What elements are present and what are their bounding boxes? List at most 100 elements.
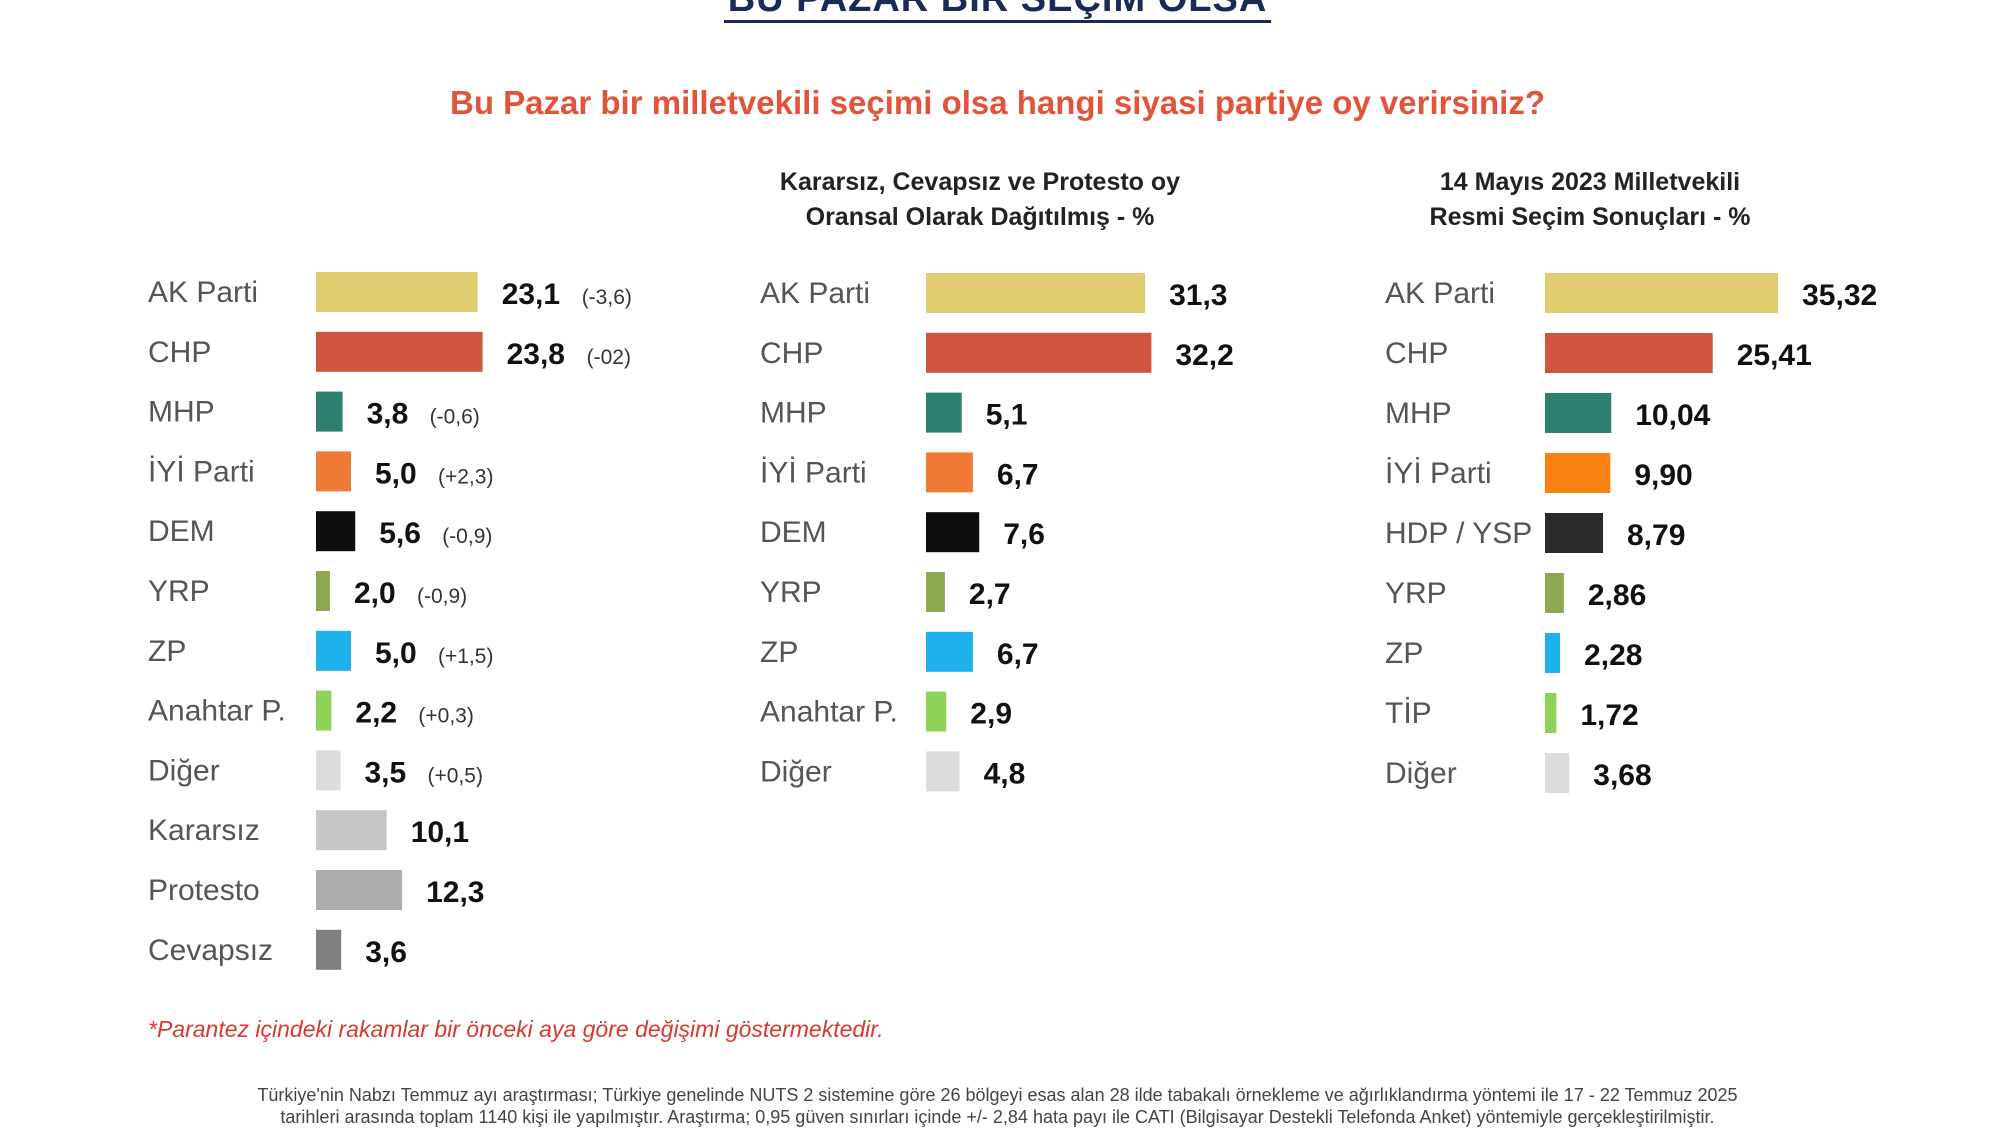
official-value-label: 1,72 <box>1580 699 1638 732</box>
footer-line-2: tarihleri arasında toplam 1140 kişi ile … <box>280 1107 1715 1127</box>
official-value-label: 25,41 <box>1737 339 1812 372</box>
distributed-bar <box>926 392 962 433</box>
current-change-label: (+0,3) <box>418 705 473 728</box>
panel-title-distributed: Kararsız, Cevapsız ve Protesto oy Oransa… <box>700 165 1260 235</box>
distributed-bar <box>926 332 1152 373</box>
current-category-label: ZP <box>148 635 186 668</box>
distributed-category-label: AK Parti <box>760 277 870 310</box>
current-bar <box>316 272 478 312</box>
distributed-category-label: İYİ Parti <box>760 456 867 489</box>
official-bar <box>1545 513 1604 553</box>
official-bar <box>1545 453 1611 493</box>
official-category-label: İYİ Parti <box>1385 457 1492 490</box>
distributed-value-label: 6,7 <box>997 458 1039 491</box>
official-category-label: AK Parti <box>1385 277 1495 310</box>
distributed-value-label: 4,8 <box>984 757 1026 790</box>
distributed-value-label: 6,7 <box>997 638 1039 671</box>
official-value-label: 2,28 <box>1584 639 1642 672</box>
panel-title-official-line1: 14 Mayıs 2023 Milletvekili <box>1439 168 1741 196</box>
current-bar <box>316 929 342 970</box>
current-value-label: 3,5 <box>365 756 407 789</box>
official-bar <box>1545 693 1557 733</box>
distributed-bar <box>926 631 973 672</box>
distributed-bar <box>926 751 960 792</box>
official-category-label: HDP / YSP <box>1385 517 1532 550</box>
official-category-label: Diğer <box>1385 757 1457 790</box>
distributed-category-label: Diğer <box>760 755 832 788</box>
current-category-label: İYİ Parti <box>148 455 255 488</box>
distributed-category-label: DEM <box>760 516 827 549</box>
current-value-label: 2,2 <box>355 697 397 730</box>
distributed-value-label: 31,3 <box>1169 279 1227 312</box>
current-value-label: 3,6 <box>365 936 407 969</box>
current-change-label: (-0,9) <box>417 585 467 608</box>
current-value-label: 5,0 <box>375 457 417 490</box>
current-bar <box>316 571 330 611</box>
panel-title-distributed-line2: Oransal Olarak Dağıtılmış - % <box>805 203 1155 231</box>
official-value-label: 35,32 <box>1802 279 1877 312</box>
current-bar <box>316 451 351 492</box>
current-change-label: (+1,5) <box>438 645 493 668</box>
current-category-label: Kararsız <box>148 814 260 847</box>
distributed-value-label: 32,2 <box>1175 339 1233 372</box>
distributed-bar <box>926 512 980 553</box>
current-bar <box>316 690 332 731</box>
distributed-category-label: Anahtar P. <box>760 696 898 729</box>
official-bar <box>1545 573 1564 613</box>
current-value-label: 23,1 <box>502 278 560 311</box>
current-bar <box>316 391 343 432</box>
current-category-label: Protesto <box>148 874 260 907</box>
current-value-label: 3,8 <box>367 398 409 431</box>
current-change-label: (+0,5) <box>428 764 483 787</box>
current-change-label: (-3,6) <box>582 286 632 309</box>
current-category-label: MHP <box>148 396 215 429</box>
footnote: *Parantez içindeki rakamlar bir önceki a… <box>148 1016 884 1042</box>
official-category-label: CHP <box>1385 337 1448 370</box>
distributed-value-label: 7,6 <box>1003 518 1045 551</box>
current-change-label: (-0,9) <box>442 525 492 548</box>
current-bar <box>316 511 356 552</box>
current-bar <box>316 630 351 671</box>
official-bar <box>1545 393 1612 433</box>
distributed-bar <box>926 691 947 732</box>
distributed-bar <box>926 452 973 493</box>
distributed-category-label: YRP <box>760 576 822 609</box>
current-value-label: 23,8 <box>507 338 565 371</box>
distributed-value-label: 2,7 <box>969 578 1011 611</box>
current-change-label: (-0,6) <box>430 406 480 429</box>
methodology-footer: Türkiye'nin Nabzı Temmuz ayı araştırması… <box>100 1084 1895 1128</box>
distributed-category-label: CHP <box>760 337 823 370</box>
current-value-label: 12,3 <box>426 876 484 909</box>
distributed-category-label: ZP <box>760 636 798 669</box>
official-value-label: 9,90 <box>1634 459 1692 492</box>
main-title: BU PAZAR BİR SEÇİM OLSA <box>0 0 1995 23</box>
current-change-label: (-02) <box>587 346 631 369</box>
current-category-label: Cevapsız <box>148 934 273 967</box>
current-category-label: AK Parti <box>148 276 258 309</box>
distributed-value-label: 2,9 <box>970 698 1012 731</box>
current-value-label: 5,6 <box>379 517 421 550</box>
official-bar <box>1545 633 1561 673</box>
panel-title-official: 14 Mayıs 2023 Milletvekili Resmi Seçim S… <box>1330 165 1850 235</box>
panel-title-official-line2: Resmi Seçim Sonuçları - % <box>1429 203 1751 231</box>
official-value-label: 10,04 <box>1635 399 1710 432</box>
official-category-label: ZP <box>1385 637 1423 670</box>
current-value-label: 5,0 <box>375 637 417 670</box>
current-value-label: 10,1 <box>411 816 469 849</box>
official-category-label: MHP <box>1385 397 1452 430</box>
current-change-label: (+2,3) <box>438 465 493 488</box>
distributed-value-label: 5,1 <box>986 399 1028 432</box>
official-category-label: TİP <box>1385 697 1432 730</box>
current-bar <box>316 331 483 372</box>
distributed-bar <box>926 273 1146 313</box>
official-value-label: 2,86 <box>1588 579 1646 612</box>
survey-question: Bu Pazar bir milletvekili seçimi olsa ha… <box>450 84 1545 121</box>
current-category-label: Anahtar P. <box>148 695 286 728</box>
footer-line-1: Türkiye'nin Nabzı Temmuz ayı araştırması… <box>257 1085 1738 1105</box>
current-bar <box>316 750 341 791</box>
current-bar <box>316 810 387 851</box>
current-category-label: YRP <box>148 575 210 608</box>
current-category-label: DEM <box>148 515 215 548</box>
current-value-label: 2,0 <box>354 577 396 610</box>
